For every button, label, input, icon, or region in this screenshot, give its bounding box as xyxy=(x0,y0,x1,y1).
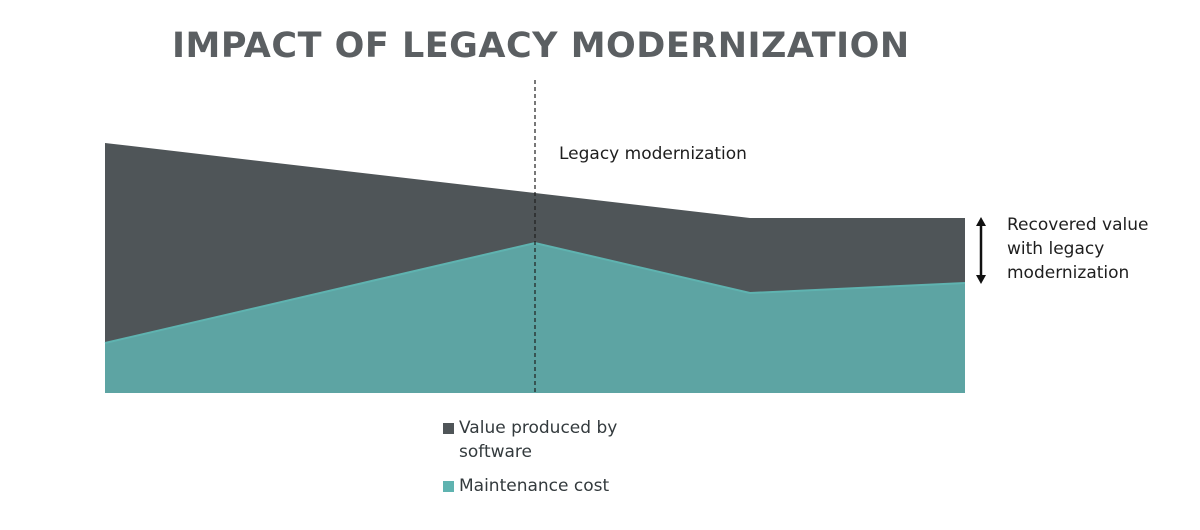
modernization-label: Legacy modernization xyxy=(559,144,747,164)
legend-label-value-line-1: Value produced by xyxy=(459,418,618,438)
recovered-value-label-line-2: with legacy xyxy=(1007,239,1104,259)
recovered-value-label: Recovered value with legacy modernizatio… xyxy=(1007,215,1154,283)
legend-label-maintenance: Maintenance cost xyxy=(459,476,610,496)
legend-item-value: Value produced by software xyxy=(443,416,659,464)
recovered-value-label-line-3: modernization xyxy=(1007,263,1129,283)
legend-swatch-maintenance xyxy=(443,481,454,492)
recovered-value-label-line-1: Recovered value xyxy=(1007,215,1148,235)
chart-legend: Value produced by software Maintenance c… xyxy=(443,416,659,498)
legend-swatch-value xyxy=(443,423,454,434)
legend-item-maintenance: Maintenance cost xyxy=(443,474,659,498)
arrow-up-icon xyxy=(976,217,986,226)
arrow-down-icon xyxy=(976,275,986,284)
maintenance-cost-line xyxy=(104,241,966,344)
chart-title: IMPACT OF LEGACY MODERNIZATION xyxy=(172,26,910,66)
legend-label-value-line-2: software xyxy=(459,442,533,462)
